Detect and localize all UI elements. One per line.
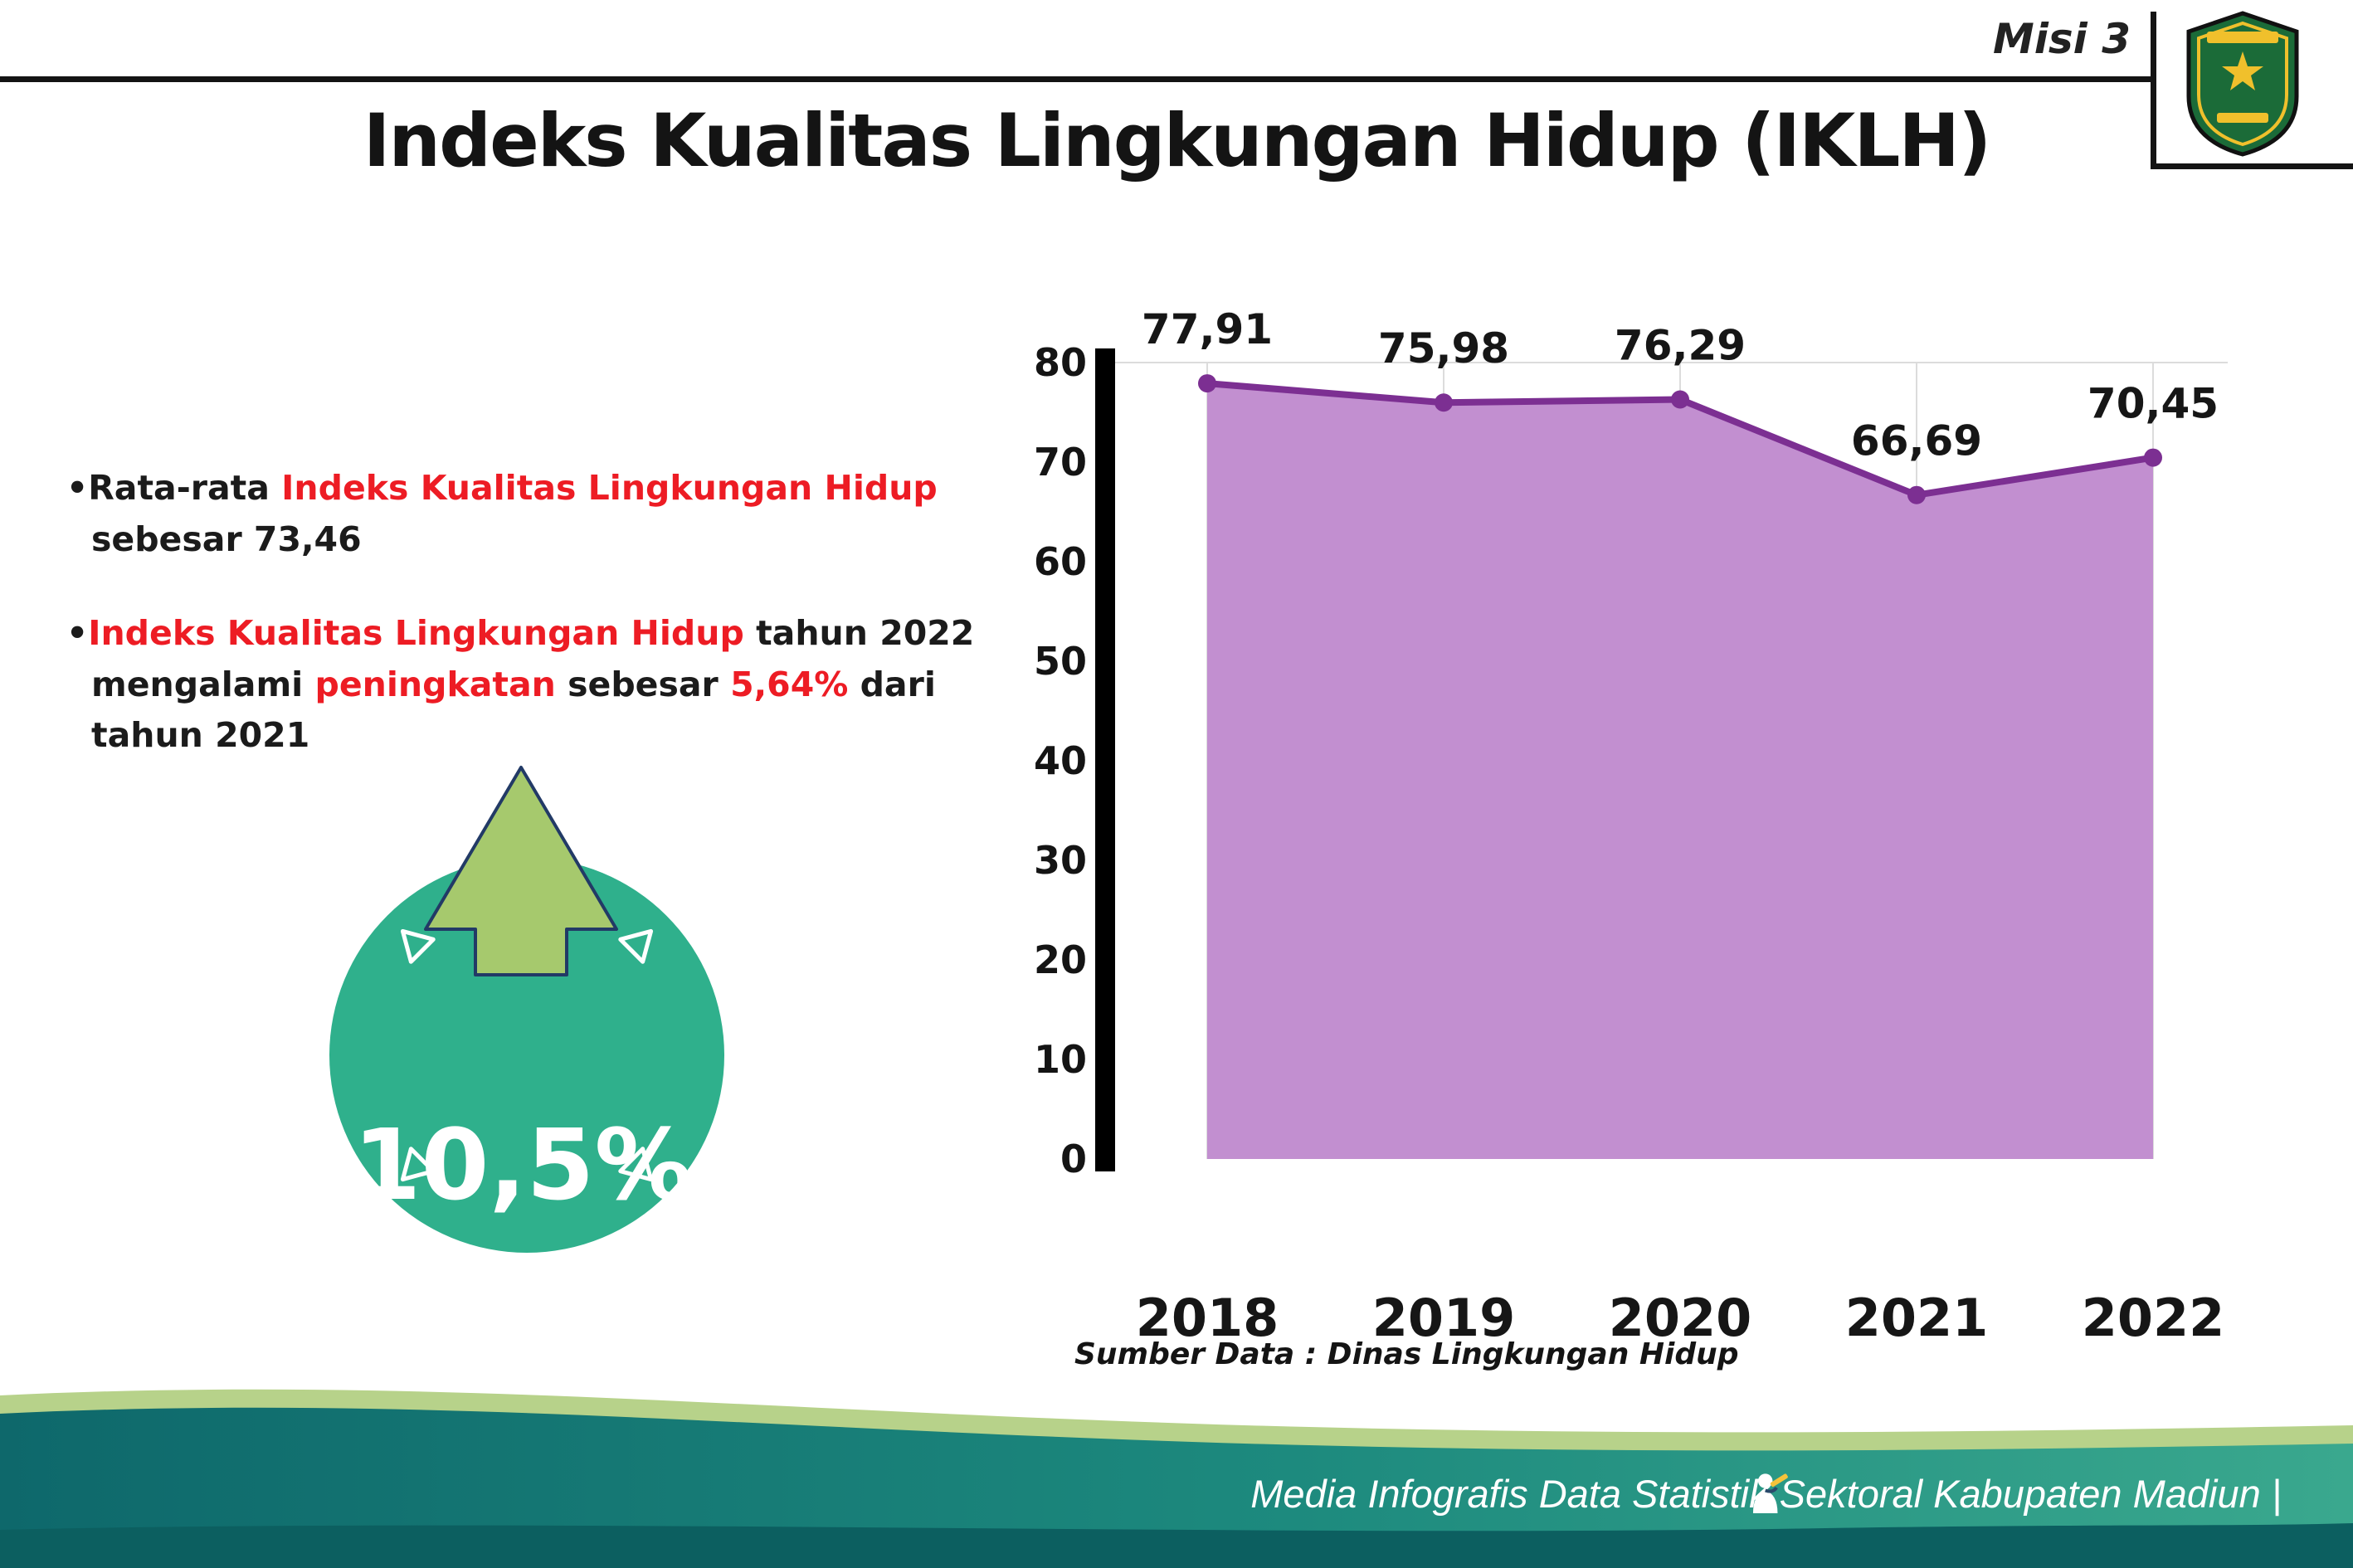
up-arrow-icon bbox=[424, 766, 618, 976]
header-rule bbox=[0, 76, 2151, 82]
y-tick-label: 50 bbox=[1034, 639, 1087, 684]
bullet1-text-post: sebesar 73,46 bbox=[91, 519, 362, 559]
y-tick-label: 30 bbox=[1034, 838, 1087, 883]
x-tick-label: 2020 bbox=[1609, 1288, 1752, 1348]
data-label: 75,98 bbox=[1378, 324, 1509, 373]
data-point bbox=[1671, 390, 1689, 409]
bullet2-highlight-percent: 5,64% bbox=[730, 664, 849, 704]
bullet-increase-2022: •Indeks Kualitas Lingkungan Hidup tahun … bbox=[66, 608, 987, 762]
footer-waves bbox=[0, 1389, 2353, 1568]
data-label: 76,29 bbox=[1615, 322, 1746, 370]
y-tick-label: 70 bbox=[1034, 440, 1087, 485]
bullet-marker: • bbox=[66, 613, 89, 653]
logo-star bbox=[2222, 51, 2263, 90]
y-axis-bar bbox=[1095, 348, 1115, 1171]
data-label: 77,91 bbox=[1142, 305, 1273, 353]
bullet2-text-3: dari tahun 2021 bbox=[91, 664, 936, 756]
bullet-marker: • bbox=[66, 468, 89, 508]
bullet1-highlight: Indeks Kualitas Lingkungan Hidup bbox=[281, 468, 938, 508]
data-label: 70,45 bbox=[2087, 380, 2219, 428]
data-point bbox=[1198, 374, 1216, 393]
logo-frame-line-horizontal bbox=[2151, 163, 2353, 169]
summary-bullets: •Rata-rata Indeks Kualitas Lingkungan Hi… bbox=[66, 463, 987, 805]
mascot-icon bbox=[1753, 1473, 1789, 1513]
y-tick-label: 60 bbox=[1034, 539, 1087, 584]
x-tick-label: 2019 bbox=[1372, 1288, 1516, 1348]
data-point bbox=[1435, 393, 1453, 412]
data-point bbox=[1907, 485, 1926, 504]
bullet2-highlight-peningkatan: peningkatan bbox=[314, 664, 556, 704]
source-note: Sumber Data : Dinas Lingkungan Hidup bbox=[1074, 1337, 1739, 1371]
badge-circle bbox=[329, 858, 724, 1253]
iklh-chart-svg: 0 10 20 30 40 50 60 70 80 77,91 2018 75,98 2019 76,29… bbox=[1034, 305, 2228, 1348]
logo-inner-border bbox=[2197, 21, 2288, 147]
y-tick-label: 40 bbox=[1034, 738, 1087, 783]
y-tick-label: 10 bbox=[1034, 1037, 1087, 1082]
bullet2-highlight-iklh: Indeks Kualitas Lingkungan Hidup bbox=[88, 613, 744, 653]
badge-triangle-ne-icon bbox=[618, 928, 654, 964]
badge-triangle-nw-icon bbox=[400, 928, 436, 964]
bullet2-text-2: sebesar bbox=[555, 664, 731, 704]
data-point bbox=[2144, 448, 2162, 467]
misi-label: Misi 3 bbox=[1993, 15, 2131, 63]
y-tick-label: 80 bbox=[1034, 340, 1087, 385]
iklh-trend-chart: 0 10 20 30 40 50 60 70 80 77,91 2018 75,98 2019 76,29… bbox=[1016, 292, 2244, 1371]
x-tick-label: 2022 bbox=[2082, 1288, 2225, 1348]
bullet2-text-1: tahun 2022 mengalami bbox=[91, 613, 975, 704]
x-tick-label: 2021 bbox=[1845, 1288, 1989, 1348]
y-tick-label: 0 bbox=[1060, 1137, 1087, 1181]
page-title: Indeks Kualitas Lingkungan Hidup (IKLH) bbox=[363, 98, 1992, 183]
logo-frame-line-vertical bbox=[2151, 12, 2156, 169]
badge-value: 10,5% bbox=[353, 1108, 692, 1222]
data-label: 66,69 bbox=[1851, 417, 1982, 465]
badge-triangle-sw-icon bbox=[400, 1147, 436, 1182]
bullet-average-iklh: •Rata-rata Indeks Kualitas Lingkungan Hi… bbox=[66, 463, 987, 565]
logo-banner-top bbox=[2207, 32, 2278, 43]
footer-wave-dark bbox=[0, 1523, 2353, 1568]
bullet1-text-pre: Rata-rata bbox=[88, 468, 282, 508]
kabupaten-madiun-logo-icon bbox=[2186, 11, 2299, 157]
y-tick-label: 20 bbox=[1034, 937, 1087, 982]
area-fill bbox=[1207, 383, 2153, 1159]
badge-triangle-se-icon bbox=[618, 1147, 654, 1182]
increase-badge: 10,5% bbox=[329, 766, 724, 1253]
x-tick-label: 2018 bbox=[1136, 1288, 1279, 1348]
footer-band: Media Infografis Data Statistik Sektoral… bbox=[0, 1361, 2353, 1568]
logo-banner-bottom bbox=[2217, 113, 2268, 123]
logo-shield bbox=[2186, 11, 2299, 157]
footer-content: Media Infografis Data Statistik Sektoral… bbox=[1250, 1471, 2282, 1517]
